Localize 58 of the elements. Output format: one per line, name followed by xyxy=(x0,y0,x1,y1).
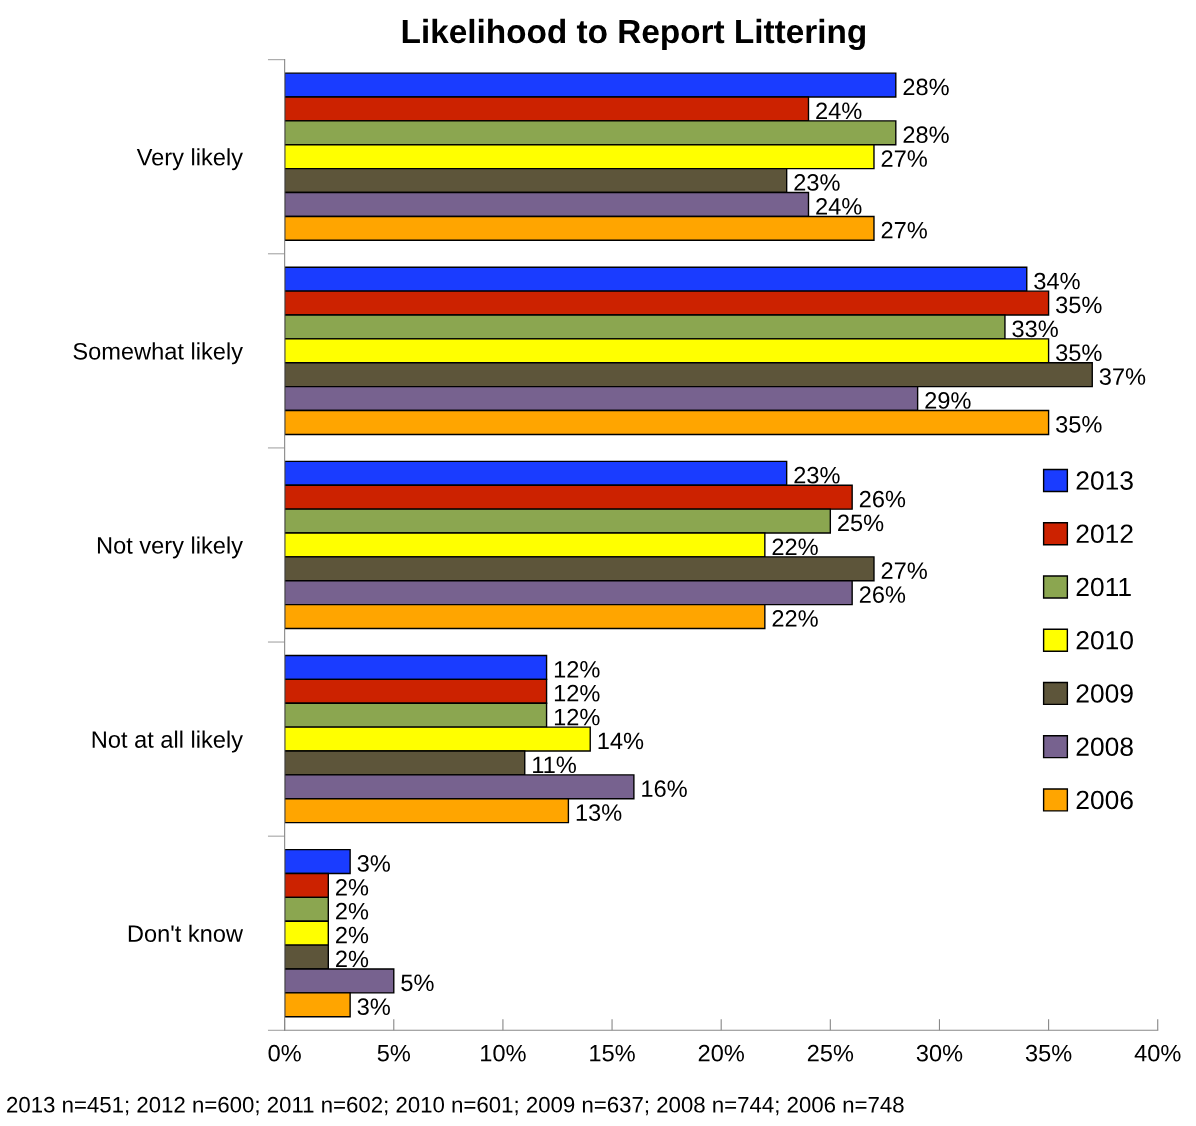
data-label: 22% xyxy=(772,538,818,556)
text: 2013 n=451; 2012 n=600; 2011 n=602; 2010 n=601; 2009 n=637; 2008 n=744; 2006 n=748 xyxy=(7,1096,904,1116)
data-label: 35% xyxy=(1056,415,1102,433)
data-label: 23% xyxy=(794,466,840,484)
y-tick-label: Very likely xyxy=(136,148,243,171)
data-label: 27% xyxy=(881,150,927,167)
data-label: 13% xyxy=(576,804,622,821)
data-label: 26% xyxy=(859,490,906,508)
data-label: 12% xyxy=(554,684,600,702)
x-tick-label: 15% xyxy=(590,1044,635,1062)
data-label: 2% xyxy=(336,878,369,896)
data-label: 25% xyxy=(838,514,884,532)
x-tick-label: 10% xyxy=(481,1044,526,1062)
data-label: 3% xyxy=(357,998,390,1016)
data-label: 24% xyxy=(816,197,862,215)
legend-label: 2006 xyxy=(1076,790,1133,810)
x-tick-label: 5% xyxy=(377,1044,411,1062)
y-tick-label: Not very likely xyxy=(97,536,243,559)
data-label: 12% xyxy=(554,708,600,726)
x-tick-label: 0% xyxy=(268,1044,301,1062)
x-tick-label: 25% xyxy=(807,1044,854,1062)
data-label: 2% xyxy=(336,950,369,968)
data-label: 34% xyxy=(1034,272,1080,290)
data-label: 23% xyxy=(794,174,840,191)
data-label: 29% xyxy=(925,392,971,409)
x-tick-label: 20% xyxy=(698,1044,744,1062)
y-tick-label: Somewhat likely xyxy=(73,342,243,365)
data-label: 16% xyxy=(642,780,687,798)
legend-label: 2009 xyxy=(1076,684,1133,703)
y-tick-label: Don't know xyxy=(128,924,244,943)
x-tick-label: 30% xyxy=(916,1044,963,1062)
legend-label: 2012 xyxy=(1076,524,1133,544)
legend-label: 2008 xyxy=(1076,737,1133,757)
data-label: 27% xyxy=(881,221,927,239)
data-label: 12% xyxy=(554,660,600,678)
data-label: 27% xyxy=(881,562,927,579)
legend-label: 2010 xyxy=(1076,630,1133,650)
data-label: 37% xyxy=(1099,368,1146,385)
data-label: 2% xyxy=(336,902,369,920)
data-label: 24% xyxy=(816,102,862,120)
legend-label: 2011 xyxy=(1076,577,1131,597)
data-label: 22% xyxy=(772,610,818,627)
data-label: 28% xyxy=(903,126,949,144)
data-label: 35% xyxy=(1056,344,1102,362)
y-tick-label: Not at all likely xyxy=(92,730,243,753)
data-label: 26% xyxy=(859,586,906,603)
data-label: 11% xyxy=(533,756,576,774)
chart-title: Likelihood to Report Littering xyxy=(402,18,865,51)
data-label: 28% xyxy=(903,78,949,96)
data-label: 33% xyxy=(1012,320,1058,338)
data-label: 3% xyxy=(357,855,390,872)
data-label: 5% xyxy=(401,974,434,992)
x-tick-label: 40% xyxy=(1134,1044,1181,1062)
data-label: 14% xyxy=(598,732,644,750)
data-label: 35% xyxy=(1056,296,1102,314)
legend-label: 2013 xyxy=(1076,471,1133,490)
data-label: 2% xyxy=(336,926,369,944)
x-tick-label: 35% xyxy=(1025,1044,1072,1062)
